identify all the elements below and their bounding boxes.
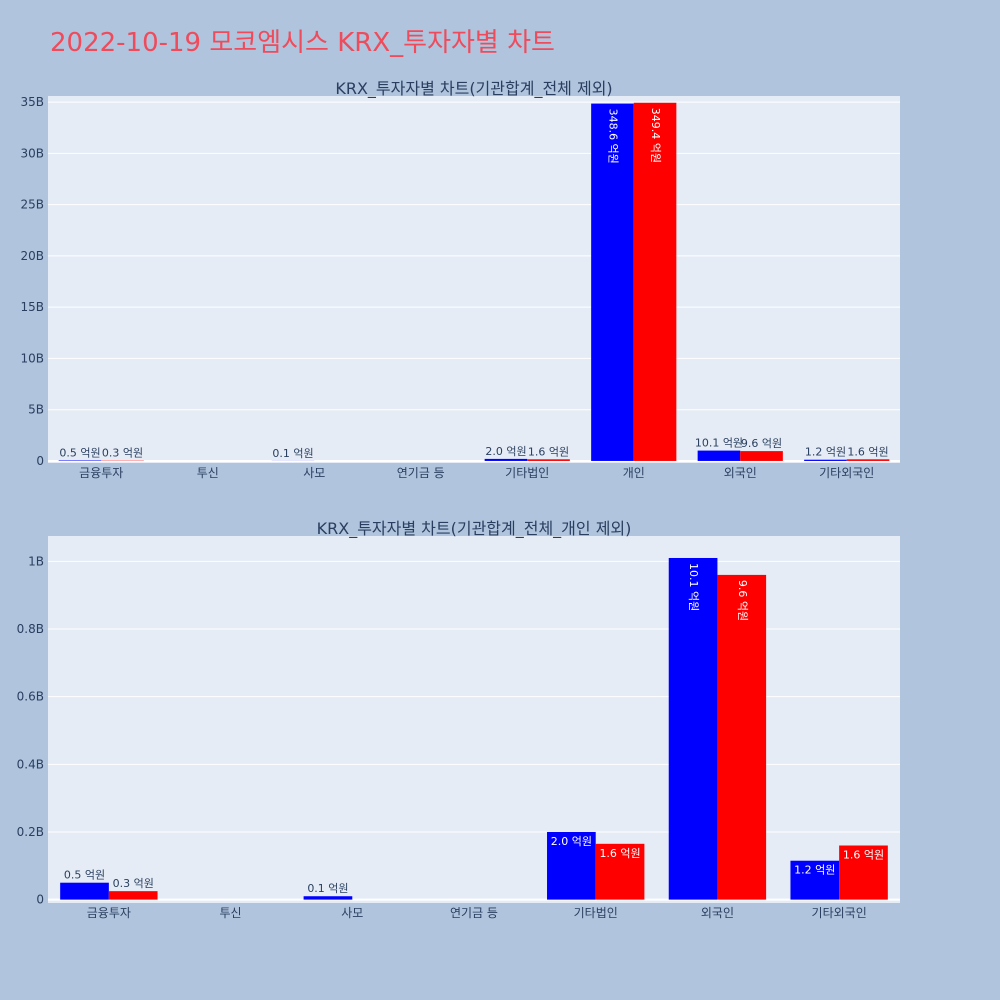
plot-area bbox=[48, 536, 900, 903]
data-label: 1.6 억원 bbox=[847, 445, 888, 458]
chart-title: KRX_투자자별 차트(기관합계_전체 제외) bbox=[335, 79, 612, 99]
x-tick-label: 기타외국인 bbox=[812, 906, 867, 920]
chart-2: 0 0.2B 0.4B 0.6B 0.8B 1B KRX_투자자별 차트(기관합계_전체_개… bbox=[17, 519, 900, 920]
y-tick-label: 0 bbox=[36, 454, 44, 468]
bar bbox=[108, 891, 158, 900]
y-tick-label: 30B bbox=[20, 146, 44, 160]
data-label: 2.0 억원 bbox=[551, 835, 592, 848]
bar bbox=[804, 459, 847, 461]
plot-area bbox=[48, 96, 900, 463]
y-tick-label: 15B bbox=[20, 300, 44, 314]
page-title: 2022-10-19 모코엠시스 KRX_투자자별 차트 bbox=[50, 28, 555, 58]
chart-title: KRX_투자자별 차트(기관합계_전체_개인 제외) bbox=[317, 519, 632, 539]
x-tick-label: 투신 bbox=[197, 466, 219, 480]
data-label: 0.3 억원 bbox=[113, 877, 154, 890]
x-tick-label: 기타외국인 bbox=[819, 466, 874, 480]
y-tick-label: 10B bbox=[20, 351, 44, 365]
bar bbox=[790, 860, 840, 900]
bar bbox=[697, 450, 741, 461]
y-tick-label: 25B bbox=[20, 198, 44, 212]
data-label: 0.3 억원 bbox=[102, 447, 143, 460]
data-label: 10.1 억원 bbox=[695, 437, 743, 450]
data-label: 0.5 억원 bbox=[59, 446, 100, 459]
x-tick-label: 개인 bbox=[623, 466, 645, 480]
x-tick-label: 금융투자 bbox=[87, 906, 131, 920]
y-tick-label: 5B bbox=[28, 403, 44, 417]
bar bbox=[58, 460, 102, 461]
bar bbox=[303, 896, 353, 900]
x-tick-label: 기타법인 bbox=[505, 466, 549, 480]
data-label: 348.6 억원 bbox=[606, 109, 619, 164]
y-tick-label: 0.4B bbox=[17, 757, 44, 771]
y-tick-label: 35B bbox=[20, 95, 44, 109]
x-tick-label: 사모 bbox=[341, 906, 363, 920]
x-tick-label: 투신 bbox=[220, 906, 242, 920]
y-tick-label: 20B bbox=[20, 249, 44, 263]
x-tick-label: 연기금 등 bbox=[397, 466, 445, 480]
data-label: 2.0 억원 bbox=[485, 445, 526, 458]
bar bbox=[668, 557, 718, 900]
y-tick-label: 1B bbox=[28, 554, 44, 568]
x-tick-label: 기타법인 bbox=[574, 906, 618, 920]
y-tick-label: 0.8B bbox=[17, 622, 44, 636]
data-label: 1.6 억원 bbox=[528, 445, 569, 458]
x-tick-label: 연기금 등 bbox=[450, 906, 498, 920]
data-label: 0.1 억원 bbox=[307, 882, 348, 895]
bar bbox=[717, 574, 767, 900]
y-tick-label: 0.6B bbox=[17, 690, 44, 704]
bar bbox=[60, 882, 109, 900]
data-label: 349.4 억원 bbox=[649, 108, 662, 163]
bar bbox=[846, 459, 890, 461]
x-tick-label: 외국인 bbox=[701, 906, 734, 920]
bar bbox=[839, 845, 888, 900]
data-label: 1.2 억원 bbox=[805, 446, 846, 459]
y-tick-label: 0.2B bbox=[17, 825, 44, 839]
x-tick-label: 사모 bbox=[303, 466, 325, 480]
bar bbox=[740, 451, 783, 461]
data-label: 9.6 억원 bbox=[736, 580, 749, 621]
data-label: 10.1 억원 bbox=[687, 563, 700, 611]
data-label: 1.6 억원 bbox=[843, 848, 884, 861]
bar bbox=[595, 843, 645, 900]
data-label: 1.2 억원 bbox=[794, 864, 835, 877]
x-tick-label: 외국인 bbox=[724, 466, 757, 480]
bar bbox=[484, 458, 528, 461]
chart-1: 0 5B 10B 15B 20B 25B 30B 35B KRX_투자자별 차트(기관합계_전체… bbox=[20, 79, 900, 480]
data-label: 9.6 억원 bbox=[741, 437, 782, 450]
y-tick-label: 0 bbox=[36, 893, 44, 907]
bar bbox=[591, 103, 634, 461]
bar bbox=[633, 102, 677, 461]
data-label: 1.6 억원 bbox=[599, 847, 640, 860]
bar bbox=[527, 459, 570, 461]
bar bbox=[547, 831, 596, 900]
data-label: 0.5 억원 bbox=[64, 869, 105, 882]
data-label: 0.1 억원 bbox=[272, 447, 313, 460]
x-tick-label: 금융투자 bbox=[79, 466, 123, 480]
